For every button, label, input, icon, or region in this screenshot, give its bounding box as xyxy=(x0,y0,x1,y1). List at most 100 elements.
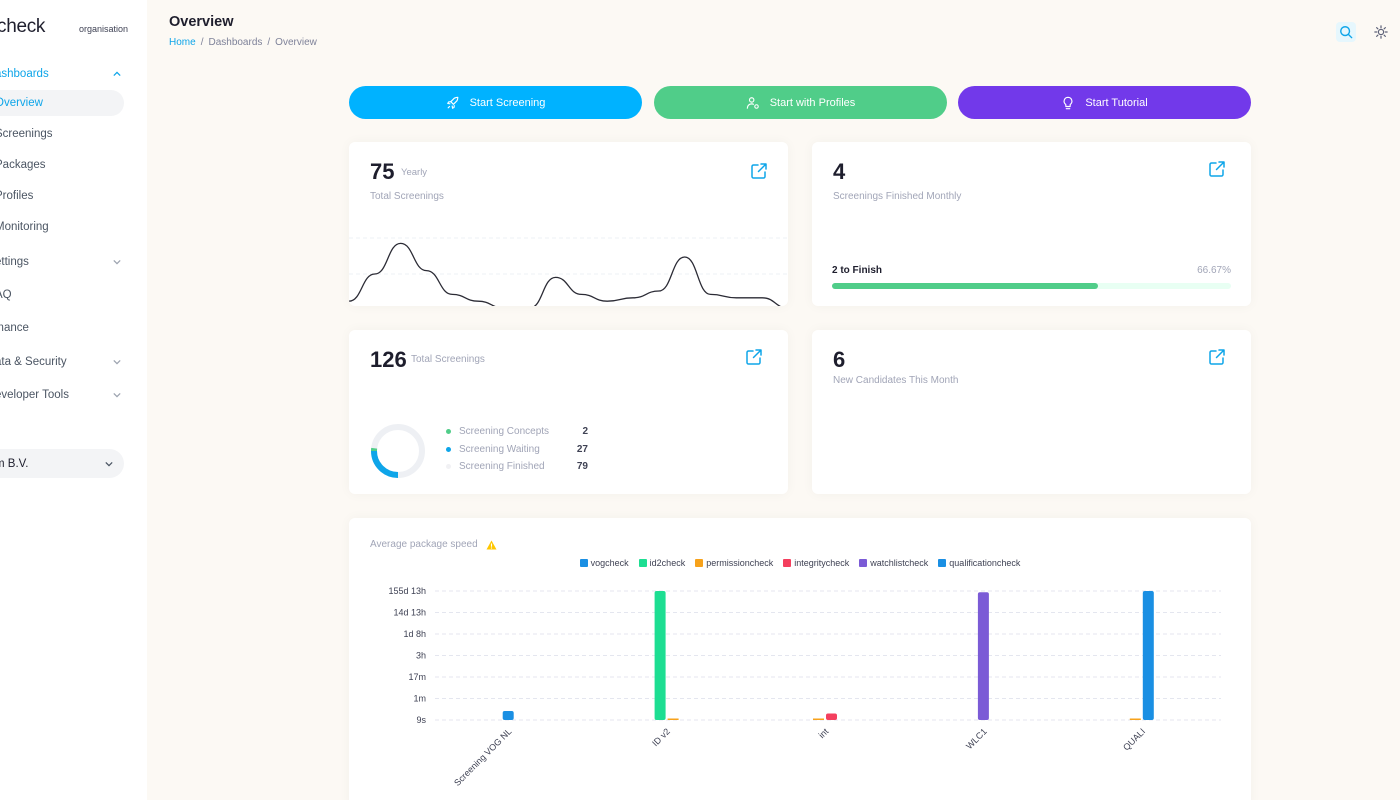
chart-title: Average package speed xyxy=(370,539,497,550)
sidebar-item-settings[interactable]: ettings xyxy=(0,249,124,275)
legend-value: 2 xyxy=(582,426,588,437)
sidebar-item-label: ettings xyxy=(0,256,29,268)
chart-legend-item[interactable]: id2check xyxy=(638,558,685,568)
sidebar-item-profiles[interactable]: Profiles xyxy=(0,183,124,209)
chevron-down-icon xyxy=(110,382,124,408)
bar-permissioncheck[interactable] xyxy=(667,718,679,721)
legend-label: watchlistcheck xyxy=(870,558,929,568)
chevron-down-icon xyxy=(110,249,124,275)
new-candidates-card: 6 New Candidates This Month xyxy=(812,330,1251,494)
y-tick-label: 3h xyxy=(416,651,426,661)
start-with-profiles-label: Start with Profiles xyxy=(769,96,856,109)
x-tick-label: int xyxy=(817,726,831,740)
bar-integritycheck[interactable] xyxy=(826,713,837,720)
sidebar-item-label: Profiles xyxy=(0,190,34,202)
organisation-switcher[interactable]: m B.V. xyxy=(0,449,124,478)
bar-qualificationcheck[interactable] xyxy=(1142,591,1154,720)
monthly-finished-card: 4 Screenings Finished Monthly 2 to Finis… xyxy=(812,142,1251,306)
progress-track xyxy=(832,283,1231,289)
progress-label: 2 to Finish xyxy=(832,265,882,276)
legend-waiting: Screening Waiting 27 xyxy=(446,444,588,455)
y-tick-label: 1m xyxy=(413,694,426,704)
y-tick-label: 9s xyxy=(416,715,426,725)
legend-swatch xyxy=(783,559,792,567)
theme-toggle-button[interactable] xyxy=(1371,22,1391,42)
bar-vogcheck[interactable] xyxy=(502,710,514,720)
sidebar-item-label: Monitoring xyxy=(0,221,49,233)
total-screenings-value: 126 xyxy=(370,347,407,372)
user-settings-icon xyxy=(746,96,759,109)
app-logo[interactable]: check xyxy=(0,16,46,37)
monthly-finished-value: 4 xyxy=(833,159,846,184)
warning-icon xyxy=(486,539,497,550)
legend-swatch xyxy=(695,559,704,567)
breadcrumb-current: Overview xyxy=(275,37,317,48)
bar-permissioncheck[interactable] xyxy=(813,718,824,721)
chart-title-text: Average package speed xyxy=(370,539,478,550)
progress-percentage: 66.67% xyxy=(1197,265,1231,276)
bar-watchlistcheck[interactable] xyxy=(977,592,989,720)
total-screenings-label: Total Screenings xyxy=(411,354,485,365)
external-link-icon[interactable] xyxy=(1208,348,1226,366)
new-candidates-label: New Candidates This Month xyxy=(833,375,959,386)
legend-concepts: Screening Concepts 2 xyxy=(446,426,588,437)
start-screening-label: Start Screening xyxy=(469,96,546,109)
legend-label: qualificationcheck xyxy=(949,558,1021,568)
chart-legend-item[interactable]: vogcheck xyxy=(579,558,629,568)
y-tick-label: 17m xyxy=(408,672,426,682)
legend-name: Screening Waiting xyxy=(459,444,540,455)
yearly-screenings-value: 75 xyxy=(370,159,395,184)
search-icon xyxy=(1340,26,1353,39)
sidebar-item-overview[interactable]: Overview xyxy=(0,90,124,116)
sidebar-item-label: Overview xyxy=(0,97,43,109)
sidebar-item-data-security[interactable]: ata & Security xyxy=(0,349,124,375)
search-button[interactable] xyxy=(1336,22,1356,42)
sidebar-item-dashboards[interactable]: ashboards xyxy=(0,61,124,87)
x-tick-label: WLC1 xyxy=(964,726,989,751)
breadcrumb-home[interactable]: Home xyxy=(169,37,196,48)
y-tick-label: 155d 13h xyxy=(388,586,426,596)
progress-fill xyxy=(832,283,1098,289)
chart-legend-item[interactable]: qualificationcheck xyxy=(938,558,1020,568)
legend-finished: Screening Finished 79 xyxy=(446,461,588,472)
page-title: Overview xyxy=(169,14,234,30)
breadcrumb-separator: / xyxy=(200,37,204,48)
bar-id2check[interactable] xyxy=(654,591,666,720)
sidebar-item-monitoring[interactable]: Monitoring xyxy=(0,214,124,240)
external-link-icon[interactable] xyxy=(745,348,763,366)
legend-dot xyxy=(446,464,451,469)
donut-segment-concepts xyxy=(371,424,425,478)
sidebar-item-faq[interactable]: AQ xyxy=(0,282,124,308)
chart-legend-item[interactable]: permissioncheck xyxy=(695,558,773,568)
sidebar-item-label: ashboards xyxy=(0,68,49,80)
yearly-screenings-label: Total Screenings xyxy=(370,191,444,202)
legend-label: vogcheck xyxy=(590,558,629,568)
sidebar-item-label: Packages xyxy=(0,159,46,171)
legend-swatch xyxy=(638,559,647,567)
sidebar-item-label: AQ xyxy=(0,289,12,301)
external-link-icon[interactable] xyxy=(1208,160,1226,178)
monthly-finished-label: Screenings Finished Monthly xyxy=(833,191,962,202)
x-tick-label: QUALI xyxy=(1121,726,1147,752)
legend-name: Screening Concepts xyxy=(459,426,550,437)
sidebar-item-finance[interactable]: inance xyxy=(0,315,124,341)
legend-swatch xyxy=(579,559,588,567)
legend-dot xyxy=(446,429,451,434)
package-speed-card: Average package speed vogcheck id2check pe… xyxy=(349,518,1251,800)
chart-legend: vogcheck id2check permissioncheck integrity… xyxy=(349,558,1251,568)
start-with-profiles-button[interactable]: Start with Profiles xyxy=(654,86,947,119)
breadcrumb-dashboards[interactable]: Dashboards xyxy=(208,37,263,48)
bar-permissioncheck[interactable] xyxy=(1129,718,1141,721)
legend-label: permissioncheck xyxy=(706,558,774,568)
sidebar-item-packages[interactable]: Packages xyxy=(0,152,124,178)
chart-legend-item[interactable]: integritycheck xyxy=(783,558,849,568)
sidebar-item-screenings[interactable]: Screenings xyxy=(0,121,124,147)
start-tutorial-button[interactable]: Start Tutorial xyxy=(958,86,1251,119)
sidebar-item-developer-tools[interactable]: eveloper Tools xyxy=(0,382,124,408)
chart-legend-item[interactable]: watchlistcheck xyxy=(859,558,928,568)
legend-value: 79 xyxy=(576,461,588,472)
yearly-sparkline xyxy=(349,237,788,306)
lightbulb-icon xyxy=(1063,96,1073,109)
external-link-icon[interactable] xyxy=(750,162,768,180)
start-screening-button[interactable]: Start Screening xyxy=(349,86,642,119)
